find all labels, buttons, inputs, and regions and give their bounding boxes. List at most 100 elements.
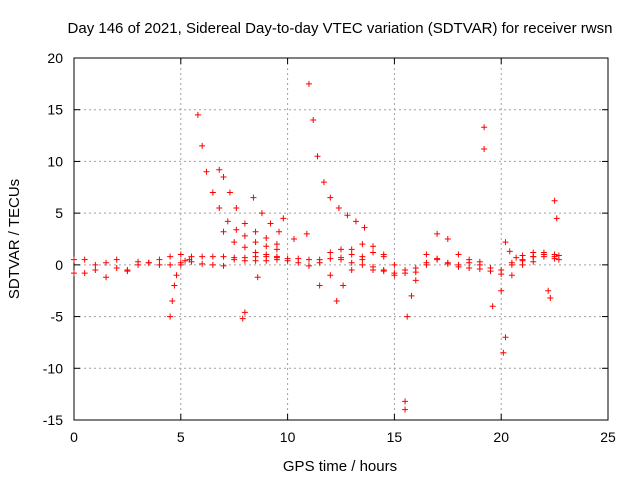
series-arc-8 [404,230,483,320]
data-point [466,264,473,271]
data-point [498,287,505,294]
data-point [71,270,77,277]
y-tick-label: -15 [43,412,63,428]
data-point [177,251,184,258]
data-point [203,168,210,175]
data-point [335,204,342,211]
y-tick-label: 15 [47,102,63,118]
data-point [135,258,142,265]
data-point [348,246,355,253]
data-point [370,267,377,274]
series-arc-2 [216,166,280,248]
y-axis-label: SDTVAR / TECUs [6,179,23,299]
data-point [305,256,312,263]
data-point [124,268,131,275]
data-point [380,253,387,260]
data-point [250,194,257,201]
series-baseline-a [71,246,562,277]
data-point [81,270,88,277]
data-point [545,287,552,294]
data-point [487,268,494,275]
data-point [226,189,233,196]
x-tick-label: 20 [493,429,509,445]
data-point [145,259,152,266]
data-point [241,309,248,316]
data-point [263,243,270,250]
data-point [220,262,227,269]
data-point [233,226,240,233]
data-point [530,253,537,260]
data-point [241,232,248,239]
y-tick-label: 20 [47,50,63,66]
data-point [551,197,558,204]
data-point [209,253,216,260]
data-point [188,253,195,260]
data-point [455,263,462,270]
data-point [506,248,513,255]
data-point [263,251,270,258]
data-point [423,251,430,258]
data-point [434,255,441,262]
data-point [551,253,558,260]
data-point [338,246,344,253]
data-point [555,252,562,259]
series-arc-9 [489,251,558,310]
x-tick-label: 5 [177,429,185,445]
data-point [252,228,259,235]
data-point [220,173,227,180]
data-point [320,179,327,186]
data-point [508,261,515,268]
data-point [284,257,291,264]
data-point [359,253,366,260]
data-point [220,253,227,260]
data-point [209,189,216,196]
x-tick-label: 15 [387,429,403,445]
data-point [327,255,334,262]
y-tick-label: -10 [43,360,63,376]
data-point [216,204,223,211]
data-point [220,228,227,235]
data-point [344,212,351,219]
data-point [348,259,355,266]
data-point [241,220,248,227]
data-point [455,251,462,258]
data-point [103,274,110,281]
data-point [233,204,240,211]
data-point [273,253,280,260]
data-point [402,398,409,405]
data-point [530,258,537,265]
data-point [352,218,359,225]
data-point [92,267,99,274]
data-point [412,277,419,284]
data-point [547,294,554,301]
data-point [113,264,120,271]
data-point [252,249,259,256]
data-point [171,282,178,289]
plot-frame [73,57,609,421]
data-point [182,257,189,264]
data-point [224,218,231,225]
x-tick-label: 10 [280,429,296,445]
y-tick-label: 0 [55,257,63,273]
data-point [252,239,259,246]
data-point [519,257,526,264]
series-arc-1 [194,111,280,253]
data-point [267,220,274,227]
grid [74,58,608,420]
y-tick-labels: -15 -10 -5 0 5 10 15 20 [43,50,63,428]
data-point [241,257,248,264]
data-point [263,234,270,241]
data-point [81,256,88,263]
data-point [519,252,526,259]
data-point [444,236,451,242]
data-point [489,303,496,310]
series-arc-6 [316,241,398,289]
chart-title: Day 146 of 2021, Sidereal Day-to-day VTE… [68,20,613,37]
data-point [231,256,238,263]
data-point [370,243,377,250]
data-point [263,257,270,264]
data-point [167,261,174,268]
data-point [476,261,483,268]
data-point [502,239,509,246]
